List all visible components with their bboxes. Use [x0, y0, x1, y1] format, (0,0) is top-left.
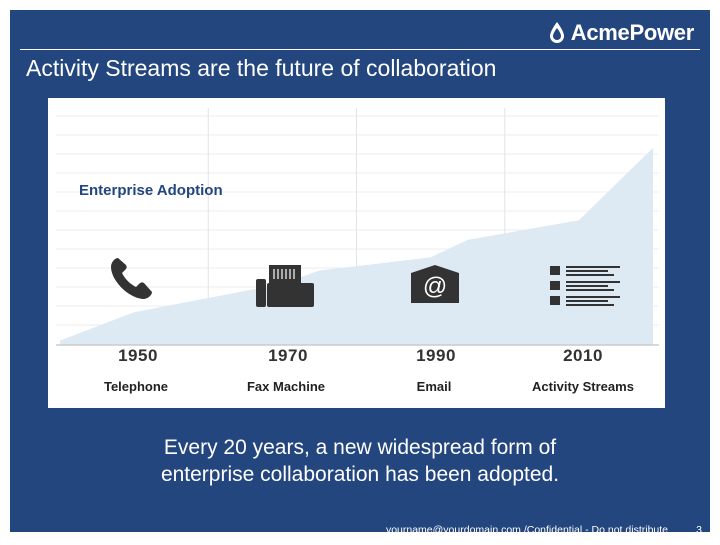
- title-divider: [20, 49, 700, 50]
- adoption-chart: Enterprise Adoption @: [48, 98, 665, 408]
- page-number: 3: [696, 524, 702, 536]
- fax-machine-icon: [256, 265, 314, 307]
- year-label: 1950: [118, 346, 158, 365]
- brand-logo: AcmePower: [549, 19, 694, 47]
- category-label: Activity Streams: [532, 379, 634, 394]
- activity-stream-icon: [550, 266, 620, 306]
- chart-label: Enterprise Adoption: [79, 182, 223, 199]
- footer: yourname@yourdomain.com /Confidential - …: [10, 520, 710, 542]
- slide: AcmePower Activity Streams are the futur…: [10, 10, 710, 532]
- telephone-icon: [111, 258, 152, 299]
- category-label: Email: [416, 379, 452, 394]
- chart-canvas: [56, 108, 659, 346]
- caption-line: enterprise collaboration has been adopte…: [160, 463, 560, 486]
- category-label: Fax Machine: [246, 379, 326, 394]
- email-icon: @: [411, 265, 459, 303]
- caption-line: Every 20 years, a new widespread form of: [163, 436, 557, 459]
- slide-title: Activity Streams are the future of colla…: [26, 55, 497, 81]
- droplet-icon: [549, 22, 564, 43]
- adoption-area: [60, 147, 653, 345]
- year-label: 1970: [268, 346, 308, 365]
- email-at-glyph: @: [423, 273, 447, 300]
- footer-notice: yourname@yourdomain.com /Confidential - …: [386, 524, 668, 536]
- footer-confidential: /Confidential - Do not distribute: [520, 524, 668, 536]
- brand-name: AcmePower: [570, 20, 695, 45]
- year-label: 2010: [563, 346, 603, 365]
- category-label: Telephone: [103, 379, 169, 394]
- footer-email-link[interactable]: yourname@yourdomain.com: [385, 524, 521, 536]
- year-label: 1990: [416, 346, 456, 365]
- slide-caption: Every 20 years, a new widespread form of…: [10, 434, 710, 488]
